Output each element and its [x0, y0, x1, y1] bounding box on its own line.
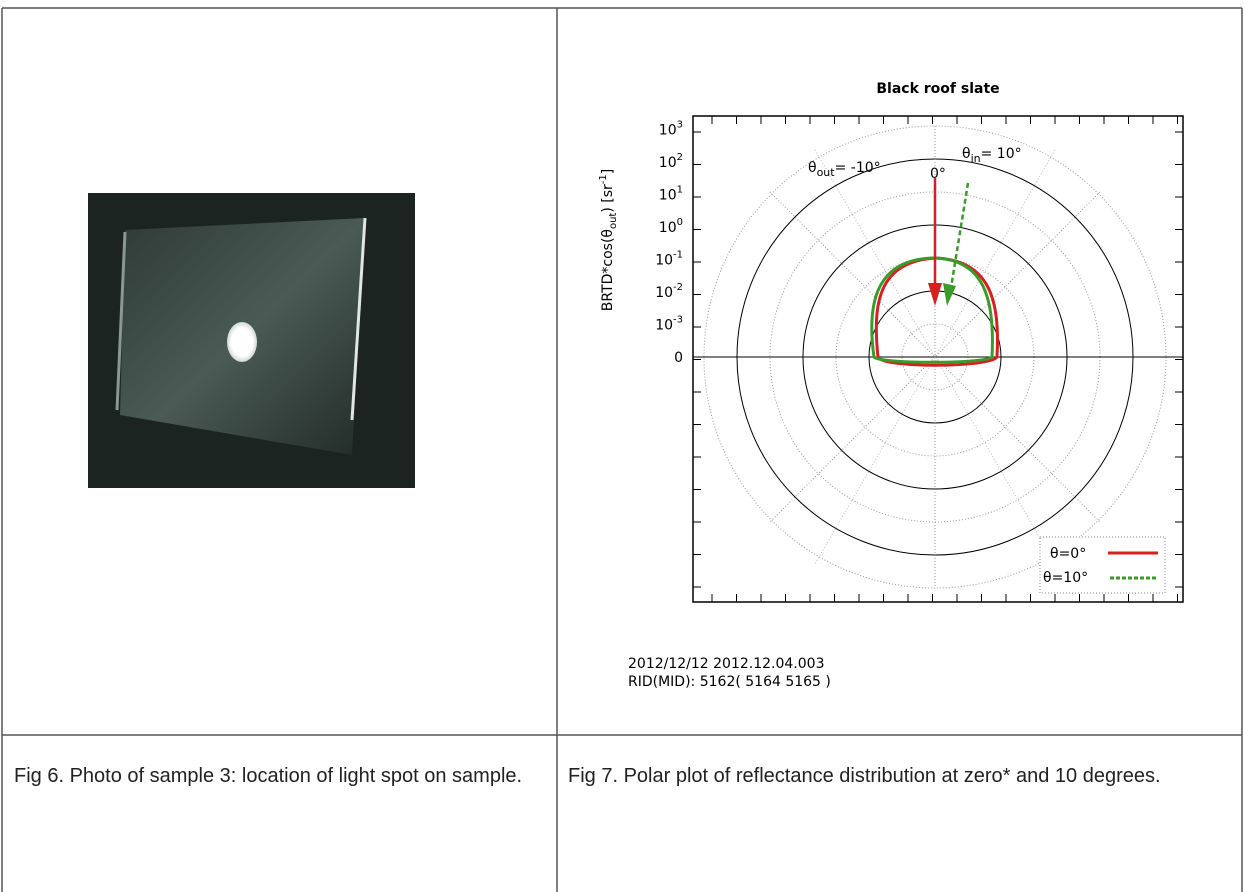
footer-text: 2012/12/12 2012.12.04.003 [628, 656, 824, 672]
tick-base: 10 [655, 253, 673, 269]
photo [88, 193, 415, 488]
annotation: θout= -10° [808, 160, 881, 179]
caption: Fig 6. Photo of sample 3: location of li… [14, 758, 544, 794]
tick-exp: -3 [673, 315, 683, 326]
annotation: 0° [930, 166, 946, 182]
tick-base: 10 [655, 318, 673, 334]
tick-base: 10 [659, 220, 677, 236]
plot-title: Black roof slate [876, 81, 999, 97]
tick-base: 10 [655, 285, 673, 301]
polar-plot: Black roof slate 10310210110010-110-210-… [598, 81, 1183, 690]
tick-base: 0 [674, 350, 683, 366]
footer-text: RID(MID): 5162( 5164 5165 ) [628, 674, 831, 690]
tick-exp: 3 [677, 120, 683, 131]
tick-base: 10 [659, 188, 677, 204]
annotation: θin= 10° [962, 146, 1022, 165]
legend: θ=0° θ=10° [1040, 537, 1165, 593]
y-tick-label: 100 [659, 217, 683, 236]
legend-label: θ=10° [1043, 570, 1088, 586]
y-tick-label: 10-2 [655, 282, 683, 301]
tick-exp: -2 [673, 282, 683, 293]
curve-10deg [872, 258, 993, 362]
y-tick-label: 102 [659, 152, 683, 171]
legend-label: θ=0° [1050, 546, 1086, 562]
y-tick-label: 101 [659, 185, 683, 204]
page: Black roof slate 10310210110010-110-210-… [0, 0, 1244, 892]
polar-grid [693, 126, 1183, 588]
y-tick-label: 0 [674, 350, 683, 366]
tick-exp: 0 [677, 217, 683, 228]
tick-exp: 1 [677, 185, 683, 196]
y-tick-label: 10-3 [655, 315, 683, 334]
tick-base: 10 [659, 123, 677, 139]
tick-exp: -1 [673, 250, 683, 261]
y-axis-label: BRTD*cos(θout) [sr-1] [598, 169, 619, 312]
curve-0deg [876, 258, 997, 365]
caption: Fig 7. Polar plot of reflectance distrib… [568, 758, 1218, 794]
y-tick-label: 10-1 [655, 250, 683, 269]
tick-base: 10 [659, 155, 677, 171]
y-tick-label: 103 [659, 120, 683, 139]
tick-exp: 2 [677, 152, 683, 163]
